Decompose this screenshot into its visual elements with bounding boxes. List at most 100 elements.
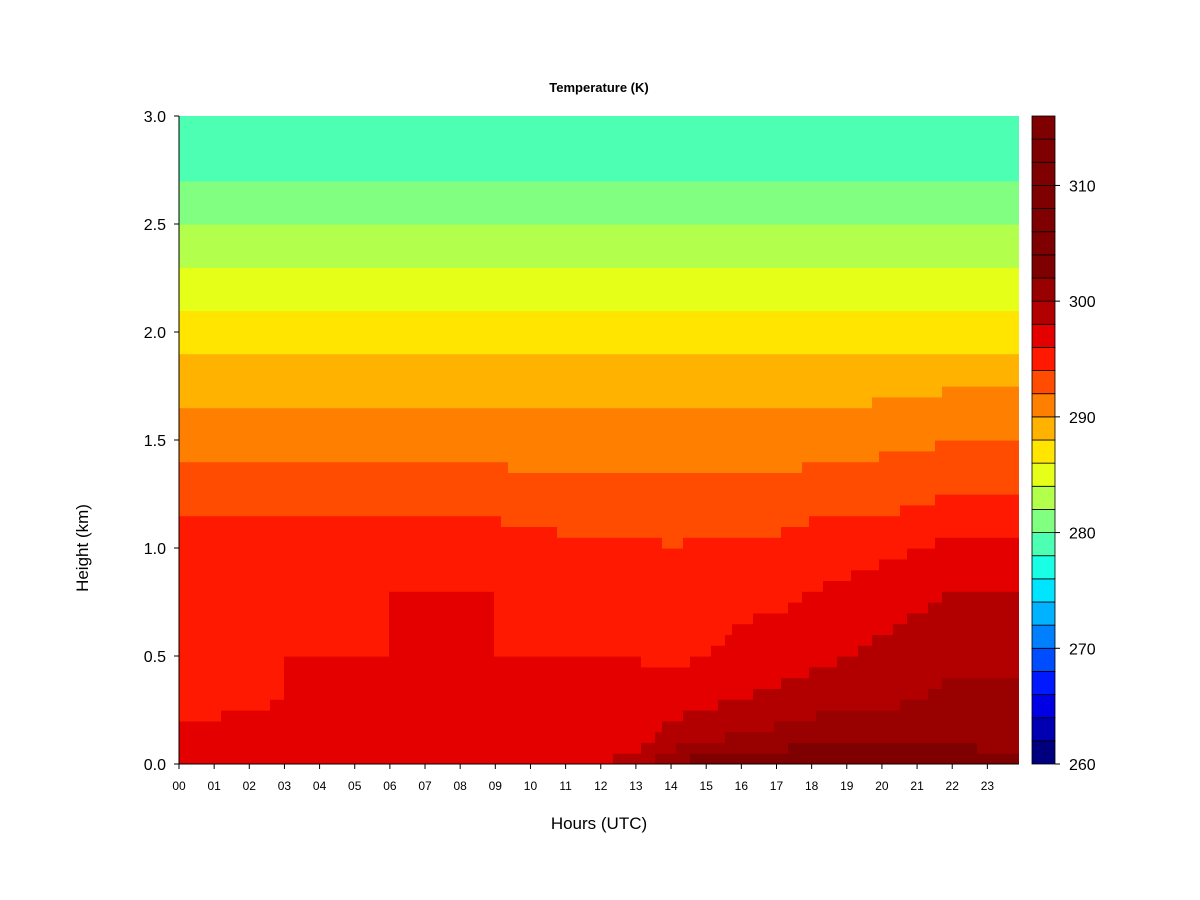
heatmap-cell xyxy=(725,256,733,268)
heatmap-cell xyxy=(347,699,355,711)
heatmap-cell xyxy=(389,224,397,236)
heatmap-cell xyxy=(445,548,453,560)
heatmap-cell xyxy=(641,407,649,419)
heatmap-cell xyxy=(382,591,390,603)
heatmap-cell xyxy=(186,321,194,333)
heatmap-cell xyxy=(431,688,439,700)
heatmap-cell xyxy=(340,591,348,603)
heatmap-cell xyxy=(382,407,390,419)
heatmap-cell xyxy=(452,742,460,754)
heatmap-cell xyxy=(732,645,740,657)
heatmap-cell xyxy=(249,720,257,733)
heatmap-cell xyxy=(417,645,425,657)
heatmap-cell xyxy=(424,677,432,689)
heatmap-cell xyxy=(557,645,565,657)
heatmap-cell xyxy=(368,418,376,430)
heatmap-cell xyxy=(410,526,418,538)
heatmap-cell xyxy=(508,580,516,592)
heatmap-cell xyxy=(375,418,383,430)
heatmap-cell xyxy=(354,429,362,441)
heatmap-cell xyxy=(256,580,264,592)
heatmap-cell xyxy=(396,504,404,517)
heatmap-cell xyxy=(655,321,663,333)
heatmap-cell xyxy=(662,688,670,700)
heatmap-cell xyxy=(522,602,530,614)
heatmap-cell xyxy=(480,202,488,214)
heatmap-cell xyxy=(375,148,383,160)
heatmap-cell xyxy=(746,375,754,387)
heatmap-cell xyxy=(648,580,656,592)
heatmap-cell xyxy=(683,375,691,387)
heatmap-cell xyxy=(480,645,488,657)
heatmap-cell xyxy=(312,288,320,301)
heatmap-cell xyxy=(529,353,537,365)
heatmap-cell xyxy=(235,515,243,527)
heatmap-cell xyxy=(305,310,313,322)
heatmap-cell xyxy=(557,148,565,160)
heatmap-cell xyxy=(494,299,502,311)
heatmap-cell xyxy=(704,202,712,214)
heatmap-cell xyxy=(326,256,334,268)
heatmap-cell xyxy=(697,407,705,419)
heatmap-cell xyxy=(557,569,565,581)
heatmap-cell xyxy=(522,515,530,527)
heatmap-cell xyxy=(669,623,677,635)
heatmap-cell xyxy=(529,548,537,560)
heatmap-cell xyxy=(466,148,474,160)
heatmap-cell xyxy=(655,612,663,625)
heatmap-cell xyxy=(389,148,397,160)
heatmap-cell xyxy=(697,720,705,733)
heatmap-cell xyxy=(221,202,229,214)
heatmap-cell xyxy=(410,645,418,657)
heatmap-cell xyxy=(480,267,488,279)
heatmap-cell xyxy=(599,407,607,419)
heatmap-cell xyxy=(613,299,621,311)
heatmap-cell xyxy=(746,731,754,743)
heatmap-cell xyxy=(571,278,579,290)
heatmap-cell xyxy=(746,137,754,149)
heatmap-cell xyxy=(725,742,733,754)
heatmap-cell xyxy=(487,234,495,247)
heatmap-cell xyxy=(585,742,593,754)
heatmap-cell xyxy=(298,429,306,441)
heatmap-cell xyxy=(445,148,453,160)
heatmap-cell xyxy=(683,666,691,679)
heatmap-cell xyxy=(326,461,334,473)
heatmap-cell xyxy=(543,440,551,452)
heatmap-cell xyxy=(501,602,509,614)
heatmap-cell xyxy=(585,677,593,689)
heatmap-cell xyxy=(578,526,586,538)
heatmap-cell xyxy=(648,710,656,722)
heatmap-cell xyxy=(683,126,691,139)
heatmap-cell xyxy=(683,278,691,290)
heatmap-cell xyxy=(606,375,614,387)
heatmap-cell xyxy=(480,429,488,441)
heatmap-cell xyxy=(242,234,250,247)
heatmap-cell xyxy=(221,429,229,441)
heatmap-cell xyxy=(599,353,607,365)
heatmap-cell xyxy=(340,407,348,419)
heatmap-cell xyxy=(669,558,677,571)
heatmap-cell xyxy=(648,213,656,225)
heatmap-cell xyxy=(242,321,250,333)
heatmap-cell xyxy=(634,656,642,668)
heatmap-cell xyxy=(683,267,691,279)
heatmap-cell xyxy=(256,170,264,182)
heatmap-cell xyxy=(522,288,530,301)
heatmap-cell xyxy=(732,710,740,722)
heatmap-cell xyxy=(550,288,558,301)
heatmap-cell xyxy=(445,234,453,247)
heatmap-cell xyxy=(410,494,418,506)
heatmap-cell xyxy=(459,720,467,733)
heatmap-cell xyxy=(291,310,299,322)
heatmap-cell xyxy=(690,332,698,344)
heatmap-cell xyxy=(235,494,243,506)
heatmap-cell xyxy=(487,688,495,700)
heatmap-cell xyxy=(368,148,376,160)
heatmap-cell xyxy=(298,656,306,668)
heatmap-cell xyxy=(410,396,418,409)
heatmap-cell xyxy=(382,677,390,689)
heatmap-cell xyxy=(396,634,404,646)
heatmap-cell xyxy=(746,558,754,571)
heatmap-cell xyxy=(739,753,747,764)
